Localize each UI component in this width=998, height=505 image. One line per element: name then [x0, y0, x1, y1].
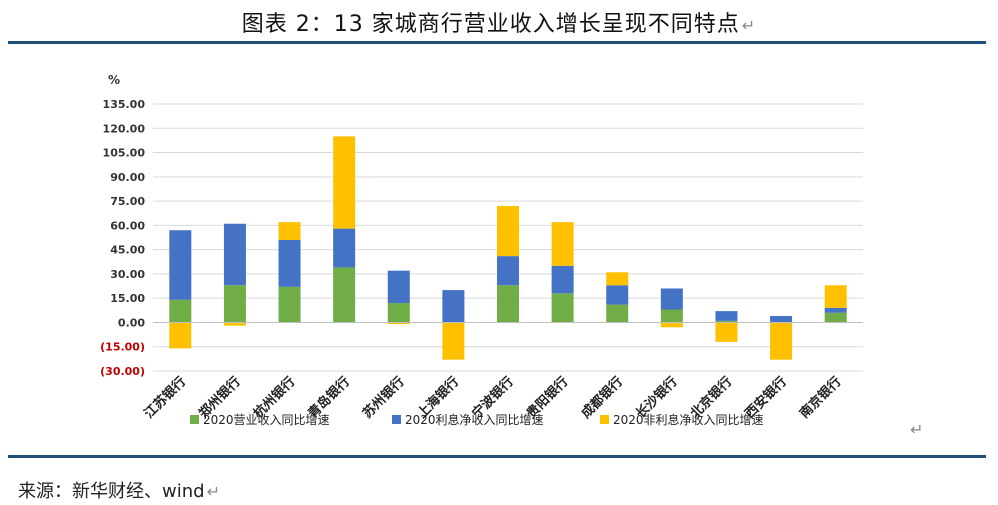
bar-segment [715, 311, 738, 321]
y-unit-label: % [108, 73, 120, 87]
stacked-bar-chart: 135.00 120.00 105.00 90.00 75.00 60.00 45.00 30… [100, 73, 863, 427]
chart-title-text: 图表 2：13 家城商行营业收入增长呈现不同特点 [241, 12, 740, 37]
bar-segment [387, 303, 410, 323]
bar-segment [606, 304, 629, 323]
legend-swatch [190, 415, 199, 424]
bar-segment [824, 307, 847, 313]
bar-segment [715, 320, 738, 323]
legend-swatch [392, 415, 401, 424]
bar-segment [223, 322, 246, 326]
bar-segment [333, 136, 356, 229]
y-tick-label: 60.00 [110, 219, 145, 232]
corner-return-mark-icon: ↵ [910, 420, 924, 439]
bar-segment [824, 312, 847, 323]
bar-segment [169, 230, 192, 300]
bar-segment [278, 222, 301, 240]
bar-segment [442, 322, 465, 360]
bar-segment [169, 299, 192, 323]
bar-segment [333, 267, 356, 323]
top-divider [8, 41, 986, 44]
x-category-label: 南京银行 [796, 374, 844, 422]
bar-segment [387, 270, 410, 304]
bar-segment [660, 309, 683, 323]
source-text: 来源：新华财经、wind [18, 481, 205, 502]
y-tick-label: 120.00 [103, 122, 146, 135]
bar-segment [551, 293, 574, 323]
legend-label: 2020营业收入同比增速 [203, 413, 330, 427]
y-tick-label: 105.00 [103, 147, 146, 160]
bar-segment [606, 285, 629, 305]
y-tick-label: 0.00 [118, 316, 145, 329]
return-mark-icon: ↵ [741, 16, 757, 35]
bar-segment [715, 322, 738, 342]
x-category-label: 江苏银行 [141, 374, 189, 422]
legend-swatch [600, 415, 609, 424]
bar-segment [824, 285, 847, 308]
bar-segment [169, 322, 192, 349]
chart-title: 图表 2：13 家城商行营业收入增长呈现不同特点 ↵ [0, 6, 998, 38]
y-tick-label: 30.00 [110, 268, 145, 281]
bar-segment [497, 285, 519, 323]
bar-segment [551, 222, 574, 266]
y-tick-label: (30.00) [100, 365, 145, 378]
bar-segment [387, 322, 410, 325]
bar-segment [278, 286, 301, 323]
bar-segment [770, 322, 793, 360]
bar-segment [223, 223, 246, 286]
bar-segment [551, 265, 574, 294]
bar-segment [442, 290, 465, 323]
y-tick-label: 135.00 [103, 98, 146, 111]
bar-segment [606, 272, 629, 286]
legend-label: 2020利息净收入同比增速 [405, 412, 544, 427]
source-return-mark-icon: ↵ [206, 482, 220, 501]
bar-segment [497, 205, 519, 257]
legend-label: 2020非利息净收入同比增速 [613, 412, 764, 427]
bar-segment [660, 322, 683, 328]
y-tick-label: 90.00 [110, 171, 145, 184]
y-tick-label: 75.00 [110, 195, 145, 208]
bar-segment [333, 228, 356, 268]
bar-segment [770, 315, 793, 323]
y-tick-label: 15.00 [110, 292, 145, 305]
bar-segment [223, 285, 246, 323]
bar-segment [497, 256, 519, 286]
y-tick-label: 45.00 [110, 244, 145, 257]
bottom-divider [8, 455, 986, 458]
bar-segment [660, 288, 683, 310]
y-tick-label: (15.00) [100, 341, 145, 354]
source-note: 来源：新华财经、wind ↵ [18, 477, 220, 503]
x-category-label: 苏州银行 [360, 374, 408, 422]
bar-segment [278, 239, 301, 287]
